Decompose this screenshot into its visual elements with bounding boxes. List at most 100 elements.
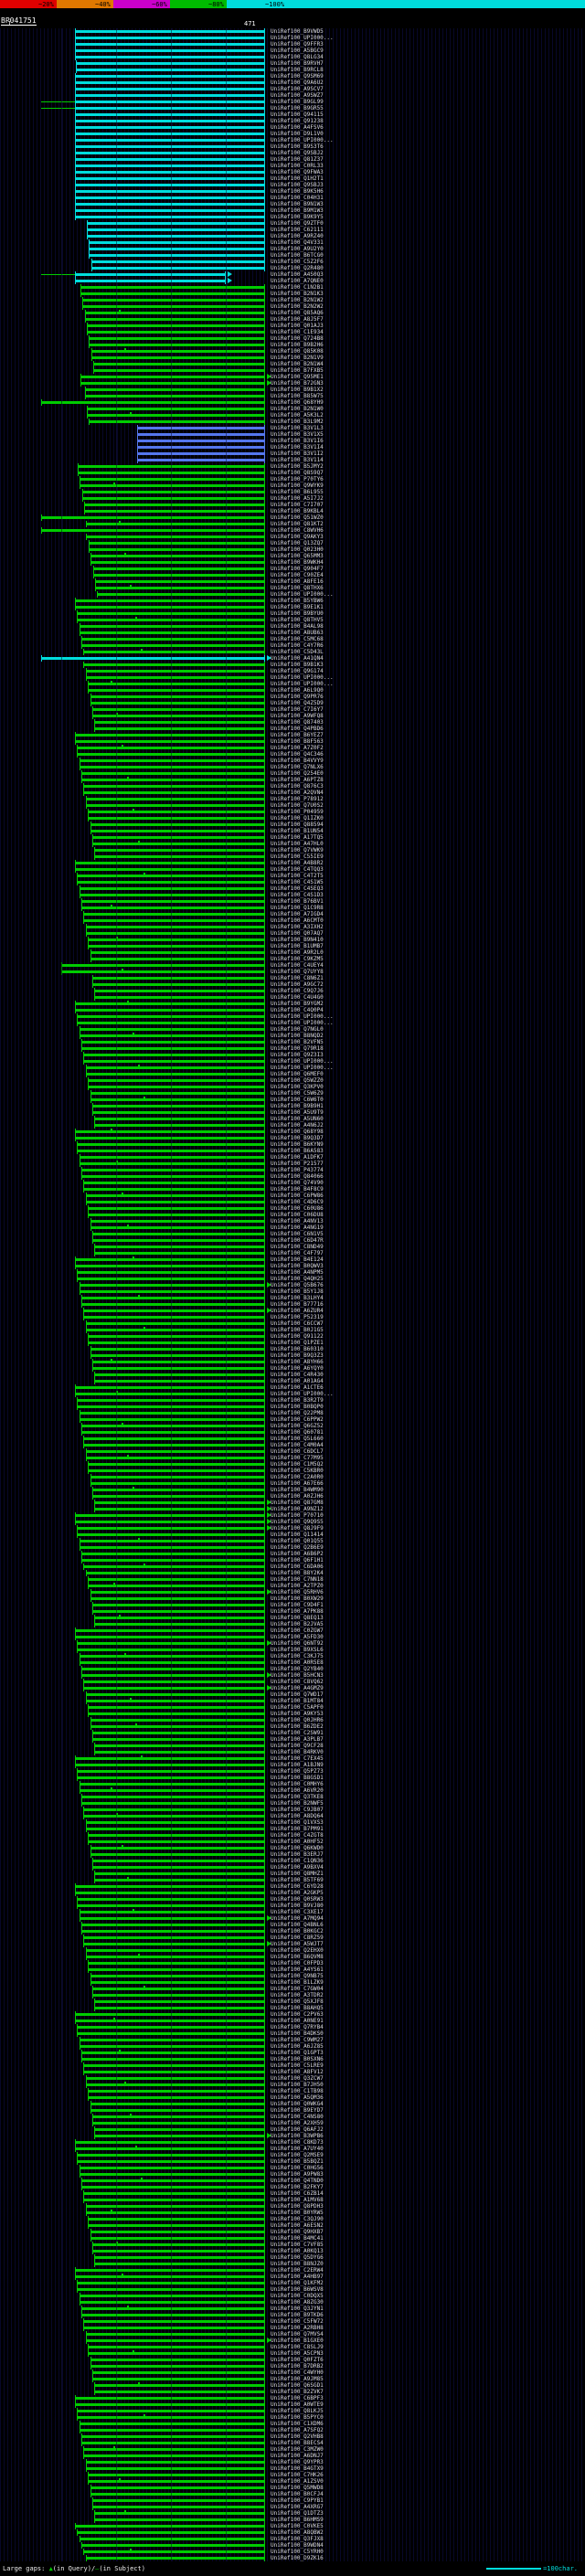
alignment-bar[interactable] <box>74 2011 266 2018</box>
alignment-bar[interactable] <box>80 476 265 482</box>
alignment-bar[interactable] <box>79 1161 266 1167</box>
alignment-bar[interactable] <box>85 1954 266 1960</box>
alignment-bar[interactable] <box>85 1199 266 1205</box>
alignment-bar[interactable] <box>74 163 266 169</box>
alignment-bar[interactable] <box>137 438 265 444</box>
alignment-bar[interactable] <box>88 2344 265 2350</box>
alignment-bar[interactable] <box>88 1704 265 1711</box>
alignment-bar[interactable] <box>77 2414 265 2421</box>
alignment-bar[interactable] <box>94 994 265 1001</box>
alignment-bar[interactable] <box>74 604 266 610</box>
alignment-bar[interactable] <box>77 1647 265 1653</box>
alignment-bar[interactable] <box>74 2139 266 2146</box>
alignment-bar[interactable] <box>81 1423 265 1429</box>
alignment-bar[interactable] <box>87 329 265 335</box>
alignment-bar[interactable] <box>90 1474 266 1480</box>
alignment-bar[interactable] <box>79 623 266 630</box>
alignment-bar[interactable] <box>74 143 266 150</box>
alignment-bar[interactable] <box>79 892 266 898</box>
alignment-bar[interactable] <box>83 662 265 668</box>
alignment-bar[interactable] <box>74 732 266 738</box>
alignment-bar[interactable] <box>74 214 266 220</box>
alignment-bar[interactable] <box>92 1365 265 1372</box>
alignment-bar[interactable] <box>79 2043 266 2050</box>
alignment-bar[interactable] <box>79 2421 266 2427</box>
alignment-bar[interactable] <box>94 1244 265 1250</box>
alignment-bar[interactable] <box>95 585 265 591</box>
alignment-bar[interactable] <box>92 1359 265 1365</box>
alignment-bar[interactable] <box>82 303 265 310</box>
alignment-bar[interactable] <box>74 271 227 278</box>
alignment-bar[interactable] <box>88 1461 265 1468</box>
alignment-bar[interactable] <box>90 1595 266 1602</box>
alignment-bar[interactable] <box>88 540 266 546</box>
alignment-bar[interactable] <box>79 758 266 764</box>
alignment-bar[interactable] <box>92 975 265 981</box>
alignment-bar[interactable] <box>76 60 265 67</box>
alignment-bar[interactable] <box>94 2133 265 2139</box>
alignment-bar[interactable] <box>90 1352 266 1359</box>
alignment-bar[interactable] <box>74 2146 266 2152</box>
alignment-bar[interactable] <box>74 1512 266 1519</box>
alignment-bar[interactable] <box>81 770 265 777</box>
alignment-bar[interactable] <box>81 898 265 905</box>
alignment-bar[interactable] <box>83 1813 265 1819</box>
alignment-bar[interactable] <box>88 1576 265 1583</box>
alignment-bar[interactable] <box>74 80 266 86</box>
alignment-bar[interactable] <box>77 1525 265 1532</box>
alignment-bar[interactable] <box>90 822 266 828</box>
alignment-bar[interactable] <box>87 412 265 419</box>
alignment-bar[interactable] <box>94 1871 265 1877</box>
alignment-bar[interactable] <box>79 1033 266 1039</box>
alignment-bar[interactable] <box>77 745 265 751</box>
alignment-bar[interactable] <box>90 259 266 265</box>
alignment-bar[interactable] <box>85 2459 266 2465</box>
alignment-bar[interactable] <box>94 1998 265 2005</box>
alignment-bar[interactable] <box>80 482 265 489</box>
alignment-bar[interactable] <box>77 2024 265 2030</box>
alignment-bar[interactable] <box>79 1416 266 1423</box>
alignment-bar[interactable] <box>85 668 266 674</box>
alignment-bar[interactable] <box>79 2427 266 2433</box>
alignment-bar[interactable] <box>74 2274 266 2280</box>
alignment-bar[interactable] <box>94 2261 265 2267</box>
alignment-bar[interactable] <box>93 361 265 367</box>
alignment-bar[interactable] <box>74 92 266 99</box>
alignment-bar[interactable] <box>74 1762 266 1768</box>
alignment-bar[interactable] <box>137 425 265 431</box>
alignment-bar[interactable] <box>77 2280 265 2286</box>
alignment-bar[interactable] <box>74 2018 266 2024</box>
alignment-bar[interactable] <box>95 578 265 585</box>
alignment-bar[interactable] <box>85 1193 266 1199</box>
alignment-bar[interactable] <box>83 917 265 924</box>
alignment-bar[interactable] <box>82 297 265 303</box>
alignment-bar[interactable] <box>92 1231 265 1237</box>
alignment-bar[interactable] <box>83 1941 265 1947</box>
alignment-bar[interactable] <box>85 796 266 802</box>
alignment-bar[interactable] <box>92 2114 265 2120</box>
alignment-bar[interactable] <box>85 924 266 930</box>
alignment-bar[interactable] <box>90 1717 266 1723</box>
alignment-bar[interactable] <box>79 885 266 892</box>
alignment-bar[interactable] <box>94 988 265 994</box>
alignment-bar[interactable] <box>94 1621 265 1627</box>
alignment-bar[interactable] <box>74 35 266 41</box>
alignment-bar[interactable] <box>79 2536 266 2542</box>
alignment-bar[interactable] <box>85 930 266 937</box>
alignment-bar[interactable] <box>81 1666 265 1672</box>
alignment-bar[interactable] <box>87 323 265 329</box>
alignment-bar[interactable] <box>90 265 266 271</box>
alignment-bar[interactable] <box>85 1819 266 1826</box>
alignment-bar[interactable] <box>90 2485 266 2491</box>
alignment-bar[interactable] <box>90 2229 266 2235</box>
alignment-bar[interactable] <box>79 1781 266 1787</box>
alignment-bar[interactable] <box>92 572 266 578</box>
alignment-bar[interactable] <box>88 1212 265 1218</box>
alignment-bar[interactable] <box>90 1346 266 1352</box>
alignment-bar[interactable] <box>83 2325 265 2331</box>
alignment-bar[interactable] <box>74 598 266 604</box>
alignment-bar[interactable] <box>74 86 266 92</box>
alignment-bar[interactable] <box>92 1487 265 1493</box>
alignment-bar[interactable] <box>85 802 266 809</box>
alignment-bar[interactable] <box>77 1148 265 1154</box>
